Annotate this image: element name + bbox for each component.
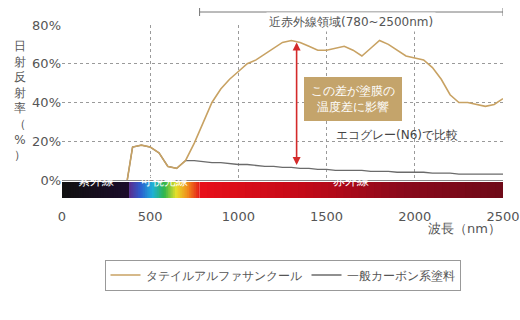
svg-text:500: 500 [138, 209, 163, 224]
svg-text:0: 0 [58, 209, 66, 224]
svg-text:80%: 80% [32, 18, 61, 33]
svg-text:2000: 2000 [398, 209, 431, 224]
svg-text:60%: 60% [32, 56, 61, 71]
svg-text:紫外線: 紫外線 [78, 174, 114, 188]
svg-text:1000: 1000 [222, 209, 255, 224]
svg-text:可視光線: 可視光線 [140, 174, 188, 188]
svg-text:2500: 2500 [486, 209, 519, 224]
svg-text:一般カーボン系塗料: 一般カーボン系塗料 [347, 269, 455, 283]
svg-text:この差が塗膜の温度差に影響: この差が塗膜の温度差に影響 [311, 84, 395, 114]
svg-text:0%: 0% [40, 173, 61, 188]
svg-text:40%: 40% [32, 95, 61, 110]
svg-text:20%: 20% [32, 134, 61, 149]
svg-text:近赤外線領域(780~2500nm): 近赤外線領域(780~2500nm) [269, 15, 433, 29]
svg-text:1500: 1500 [310, 209, 343, 224]
svg-text:日射反射率（%）: 日射反射率（%） [14, 39, 26, 162]
svg-text:波長（nm）: 波長（nm） [428, 221, 501, 236]
svg-text:タテイルアルファサンクール: タテイルアルファサンクール [146, 269, 302, 283]
svg-text:エコグレー(N6)で比較: エコグレー(N6)で比較 [336, 128, 458, 142]
svg-text:赤外線: 赤外線 [333, 174, 369, 188]
